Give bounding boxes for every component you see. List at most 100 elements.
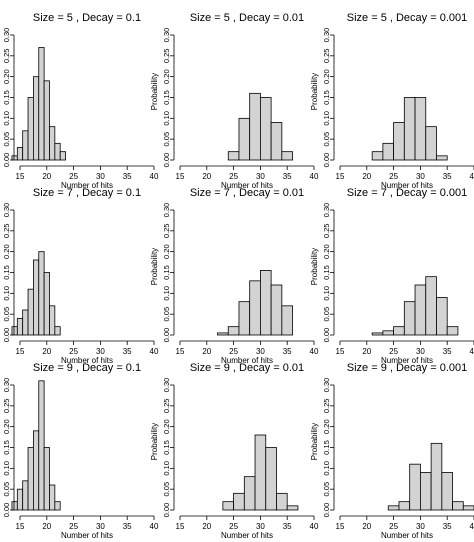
x-axis-label: Number of hits (381, 531, 433, 540)
panel-title: Size = 9 , Decay = 0.01 (190, 362, 304, 374)
histogram-bar (49, 126, 56, 161)
panel-title: Size = 7 , Decay = 0.001 (347, 187, 467, 199)
y-tick-label: 0.05 (162, 132, 171, 147)
x-axis-label: Number of hits (221, 356, 273, 365)
y-tick-label: 0.10 (2, 461, 11, 476)
y-tick-label: 0.00 (322, 503, 331, 518)
x-tick-label: 15 (176, 172, 185, 181)
y-tick-label: 0.25 (162, 224, 171, 239)
histogram-bar (441, 472, 453, 511)
y-tick-label: 0.15 (2, 265, 11, 280)
y-tick-label: 0.05 (162, 482, 171, 497)
y-axis-label: Probability (310, 248, 319, 285)
y-tick-label: 0.05 (322, 482, 331, 497)
x-tick-label: 20 (362, 347, 371, 356)
y-axis-label: Probability (310, 73, 319, 110)
histogram-bar (11, 155, 18, 161)
x-tick-label: 15 (16, 172, 25, 181)
y-tick-label: 0.20 (2, 244, 11, 259)
histogram-bar (436, 155, 448, 161)
x-tick-label: 25 (389, 347, 398, 356)
x-tick-label: 25 (69, 172, 78, 181)
x-tick-label: 20 (202, 347, 211, 356)
y-tick-label: 0.10 (322, 286, 331, 301)
x-tick-label: 40 (150, 347, 159, 356)
histogram-bar (281, 151, 293, 161)
x-axis: 15 20 25 30 35 40 Number of hits (176, 340, 319, 365)
y-tick-label: 0.15 (322, 90, 331, 105)
y-tick-label: 0.20 (322, 419, 331, 434)
histogram-bar (286, 505, 299, 511)
x-axis: 15 20 25 30 35 40 Number of hits (16, 165, 159, 190)
x-tick-label: 40 (470, 172, 474, 181)
x-tick-label: 35 (123, 172, 132, 181)
y-tick-label: 0.00 (162, 328, 171, 343)
x-tick-label: 40 (310, 172, 319, 181)
y-tick-label: 0.30 (162, 378, 171, 393)
histogram-bar (436, 297, 448, 336)
y-tick-label: 0.20 (322, 244, 331, 259)
x-tick-label: 25 (229, 522, 238, 531)
histogram-bar (243, 476, 256, 511)
histogram-bar (425, 276, 437, 336)
y-tick-label: 0.15 (322, 440, 331, 455)
y-tick-label: 0.30 (162, 203, 171, 218)
y-tick-label: 0.30 (322, 28, 331, 43)
x-tick-label: 15 (336, 347, 345, 356)
x-tick-label: 40 (470, 522, 474, 531)
y-tick-label: 0.10 (322, 461, 331, 476)
histogram-bar (387, 505, 400, 511)
x-axis: 15 20 25 30 35 40 Number of hits (336, 515, 474, 540)
histogram-bar (27, 288, 34, 336)
x-axis: 15 20 25 30 35 40 Number of hits (176, 515, 319, 540)
y-tick-label: 0.20 (2, 69, 11, 84)
histogram-bar (462, 505, 474, 511)
x-tick-label: 20 (202, 522, 211, 531)
y-tick-label: 0.10 (162, 461, 171, 476)
x-tick-label: 40 (310, 347, 319, 356)
panel-title: Size = 5 , Decay = 0.001 (347, 12, 467, 24)
histogram-bar (227, 151, 240, 161)
y-tick-label: 0.25 (2, 224, 11, 239)
y-tick-label: 0.15 (322, 265, 331, 280)
y-tick-label: 0.25 (162, 399, 171, 414)
histogram-bar (54, 142, 61, 161)
y-tick-label: 0.30 (322, 203, 331, 218)
y-tick-label: 0.30 (322, 378, 331, 393)
histogram-bar (43, 447, 50, 511)
x-tick-label: 30 (256, 347, 265, 356)
histogram-bar (11, 501, 18, 511)
histogram-bar (16, 147, 24, 161)
x-tick-label: 20 (42, 522, 51, 531)
y-tick-label: 0.30 (2, 203, 11, 218)
x-tick-label: 40 (150, 172, 159, 181)
y-tick-label: 0.10 (2, 111, 11, 126)
histogram-bar (403, 301, 416, 336)
panel-8: Size = 9 , Decay = 0.010.000.050.100.150… (150, 362, 319, 540)
x-tick-label: 15 (336, 172, 345, 181)
x-tick-label: 30 (256, 172, 265, 181)
x-axis-label: Number of hits (221, 531, 273, 540)
x-tick-label: 35 (443, 172, 452, 181)
y-tick-label: 0.25 (162, 49, 171, 64)
y-tick-label: 0.05 (2, 132, 11, 147)
x-tick-label: 20 (42, 172, 51, 181)
y-tick-label: 0.05 (162, 307, 171, 322)
panel-9: Size = 9 , Decay = 0.001 0.00 0.05 0.10 0.15… (310, 362, 474, 540)
y-tick-label: 0.10 (322, 111, 331, 126)
histogram-bar (38, 47, 45, 161)
x-axis-label: Number of hits (61, 181, 113, 190)
histogram-bar (276, 492, 288, 511)
y-tick-label: 0.20 (162, 419, 171, 434)
x-axis: 15 20 25 30 35 40 Number of hits (176, 165, 319, 190)
histogram-bar (22, 309, 29, 336)
x-axis-label: Number of hits (221, 181, 273, 190)
x-tick-label: 25 (69, 347, 78, 356)
y-tick-label: 0.20 (322, 69, 331, 84)
histogram-bar (249, 92, 261, 161)
panel-title: Size = 9 , Decay = 0.1 (33, 362, 141, 374)
